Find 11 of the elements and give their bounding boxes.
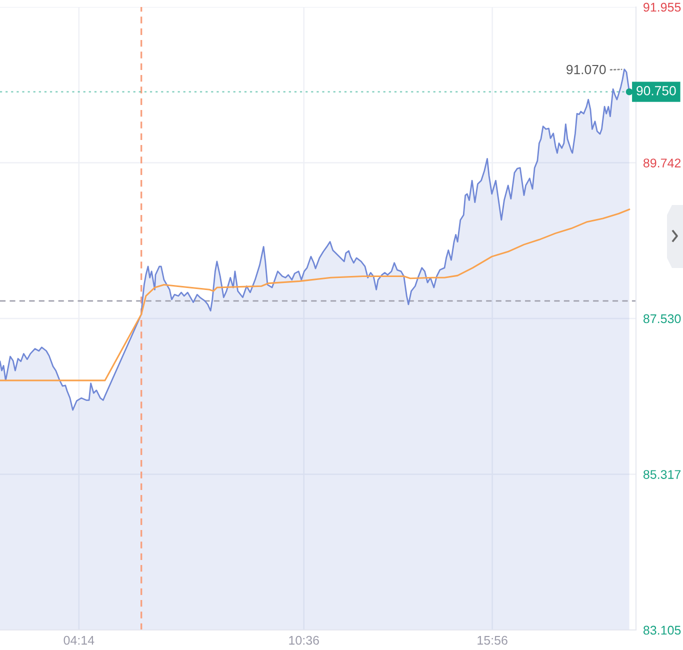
y-tick-label: 91.955 <box>644 2 681 12</box>
line-series <box>0 208 630 382</box>
y-tick-label: 85.317 <box>643 470 681 479</box>
annotation: 91.070 <box>566 64 606 74</box>
y-tick-label: 87.530 <box>643 314 681 324</box>
x-tick-label: 10:36 <box>289 636 319 645</box>
ref-line-label: 90.750 <box>636 86 676 96</box>
x-tick-label: 15:56 <box>478 636 508 645</box>
y-tick-label: 89.742 <box>643 158 681 168</box>
y-tick-label: 83.105 <box>643 626 681 635</box>
x-tick-label: 04:14 <box>64 636 94 645</box>
